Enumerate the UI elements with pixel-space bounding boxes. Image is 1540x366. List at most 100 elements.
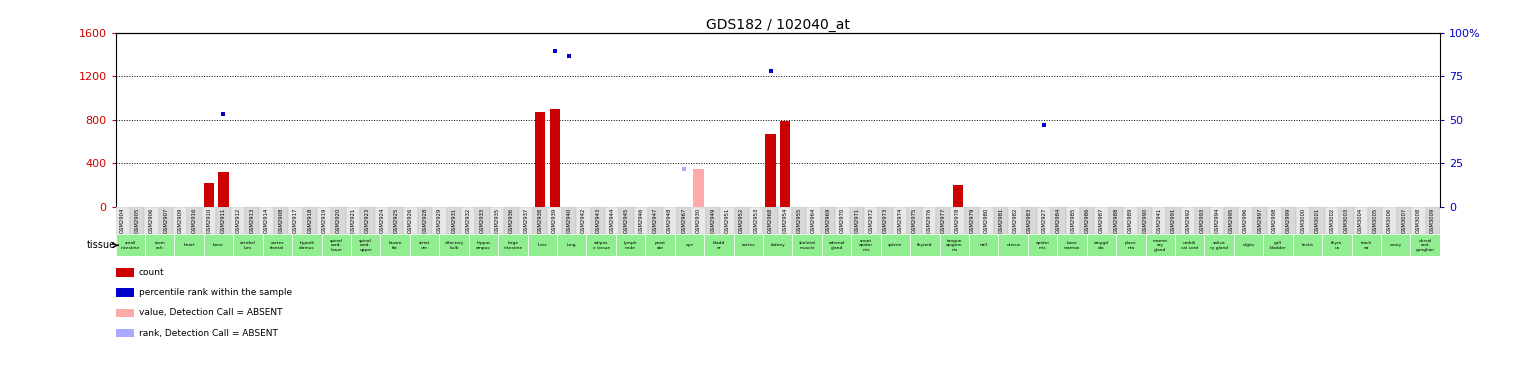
Bar — [1175, 234, 1204, 256]
Bar — [439, 234, 468, 256]
Bar — [547, 206, 562, 234]
Text: GSM2985: GSM2985 — [1070, 208, 1075, 234]
Bar — [893, 206, 907, 234]
Bar — [1116, 234, 1146, 256]
Bar — [288, 206, 303, 234]
Text: GSM3002: GSM3002 — [1329, 208, 1335, 234]
Text: stom
ach: stom ach — [154, 241, 165, 250]
Text: GSM2919: GSM2919 — [322, 208, 326, 234]
Bar — [881, 234, 910, 256]
Bar — [852, 234, 881, 256]
Text: GSM3005: GSM3005 — [1372, 208, 1378, 234]
Bar — [778, 206, 792, 234]
Text: GSM2948: GSM2948 — [667, 208, 673, 234]
Bar — [1181, 206, 1195, 234]
Text: value, Detection Call = ABSENT: value, Detection Call = ABSENT — [139, 309, 282, 317]
Bar — [1411, 234, 1440, 256]
Bar — [1352, 234, 1381, 256]
Bar — [807, 206, 821, 234]
Bar — [762, 234, 793, 256]
Text: large
intestine: large intestine — [504, 241, 522, 250]
Text: GSM2946: GSM2946 — [639, 208, 644, 234]
Text: GSM2977: GSM2977 — [941, 208, 946, 234]
Bar — [605, 206, 619, 234]
Bar — [878, 206, 893, 234]
Text: GSM2996: GSM2996 — [1243, 208, 1247, 234]
Text: GSM2906: GSM2906 — [149, 208, 154, 234]
Text: GSM2979: GSM2979 — [970, 208, 975, 234]
Bar — [1281, 206, 1297, 234]
Bar — [1324, 206, 1340, 234]
Text: GSM2926: GSM2926 — [408, 208, 413, 234]
Bar — [497, 234, 528, 256]
Text: GSM2951: GSM2951 — [725, 208, 730, 234]
Bar — [331, 206, 347, 234]
Text: spinal
cord,
upper: spinal cord, upper — [359, 239, 373, 252]
Bar — [576, 206, 590, 234]
Text: GSM2968: GSM2968 — [768, 208, 773, 234]
Bar — [562, 206, 576, 234]
Text: GSM2970: GSM2970 — [839, 208, 845, 234]
Bar — [850, 206, 864, 234]
Bar — [433, 206, 447, 234]
Text: saliva
ry gland: saliva ry gland — [1210, 241, 1229, 250]
Bar — [1263, 234, 1292, 256]
Text: thym
us: thym us — [1331, 241, 1343, 250]
Text: GSM2974: GSM2974 — [898, 208, 902, 234]
Text: GSM2909: GSM2909 — [177, 208, 183, 234]
Text: lung: lung — [567, 243, 576, 247]
Bar — [764, 206, 778, 234]
Text: GSM2921: GSM2921 — [351, 208, 356, 234]
Text: GSM2939: GSM2939 — [551, 208, 557, 234]
Text: hippoc
ampus: hippoc ampus — [476, 241, 491, 250]
Text: dorsal
root
ganglion: dorsal root ganglion — [1415, 239, 1435, 252]
Bar — [380, 234, 410, 256]
Text: GSM2971: GSM2971 — [855, 208, 859, 234]
Text: gall
bladder: gall bladder — [1269, 241, 1286, 250]
Bar — [1267, 206, 1281, 234]
Text: GSM2997: GSM2997 — [1258, 208, 1263, 234]
Text: GSM2936: GSM2936 — [508, 208, 514, 234]
Bar — [203, 234, 233, 256]
Text: GSM3001: GSM3001 — [1315, 208, 1320, 234]
Text: GSM2942: GSM2942 — [581, 208, 585, 234]
Bar — [159, 206, 172, 234]
Bar — [721, 206, 735, 234]
Text: GSM2990: GSM2990 — [1143, 208, 1147, 234]
Bar — [993, 206, 1009, 234]
Bar — [1311, 206, 1324, 234]
Bar — [950, 206, 966, 234]
Text: GSM2949: GSM2949 — [710, 208, 716, 234]
Text: thyroid: thyroid — [918, 243, 933, 247]
Text: GSM3008: GSM3008 — [1415, 208, 1421, 234]
Bar — [1238, 206, 1252, 234]
Bar — [533, 206, 547, 234]
Bar — [1368, 206, 1383, 234]
Bar — [504, 206, 519, 234]
Text: GSM2916: GSM2916 — [192, 208, 197, 234]
Text: umbili
cal cord: umbili cal cord — [1181, 241, 1198, 250]
Bar — [864, 206, 878, 234]
Text: GSM2967: GSM2967 — [682, 208, 687, 234]
Text: GSM2944: GSM2944 — [610, 208, 614, 234]
Bar — [765, 134, 776, 206]
Bar — [1297, 206, 1311, 234]
Bar — [245, 206, 259, 234]
Text: GSM3006: GSM3006 — [1388, 208, 1392, 234]
Bar — [172, 206, 188, 234]
Text: GSM2955: GSM2955 — [796, 208, 802, 234]
Text: GSM2914: GSM2914 — [265, 208, 270, 234]
Text: uterus: uterus — [1006, 243, 1019, 247]
Bar — [822, 234, 852, 256]
Text: GSM2930: GSM2930 — [696, 208, 701, 234]
Bar — [590, 206, 605, 234]
Bar — [1138, 206, 1152, 234]
Bar — [675, 234, 704, 256]
Bar — [1166, 206, 1181, 234]
Bar — [733, 234, 762, 256]
Text: GSM3000: GSM3000 — [1301, 208, 1306, 234]
Text: GSM2904: GSM2904 — [120, 208, 125, 234]
Bar — [969, 234, 998, 256]
Bar — [662, 206, 678, 234]
Text: GSM2912: GSM2912 — [236, 208, 240, 234]
